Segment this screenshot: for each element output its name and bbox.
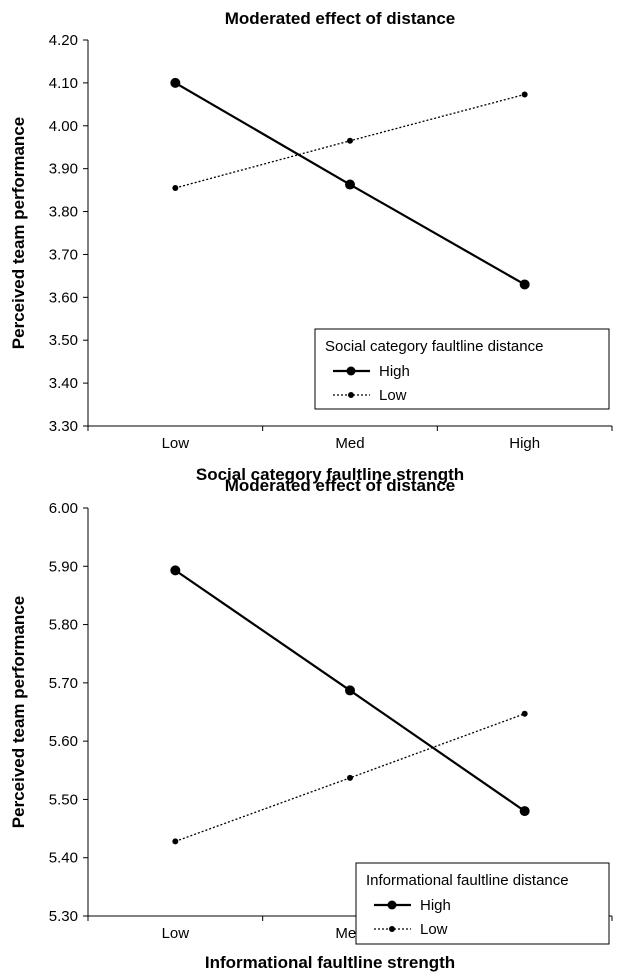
y-axis-label: Perceived team performance bbox=[9, 117, 28, 349]
y-tick-label: 5.90 bbox=[49, 558, 78, 575]
data-point-high bbox=[345, 179, 355, 190]
y-tick-label: 3.70 bbox=[49, 246, 78, 263]
data-point-low bbox=[347, 774, 353, 781]
legend-title: Social category faultline distance bbox=[325, 338, 543, 355]
legend-box bbox=[355, 862, 610, 945]
legend-swatch-marker bbox=[348, 392, 354, 398]
legend-box bbox=[314, 328, 610, 410]
y-tick-label: 3.40 bbox=[49, 375, 78, 392]
y-tick-label: 5.40 bbox=[49, 850, 78, 867]
y-tick-label: 4.20 bbox=[49, 32, 78, 49]
y-tick-label: 3.80 bbox=[49, 204, 78, 221]
data-point-high bbox=[519, 806, 530, 817]
x-axis-label: Informational faultline strength bbox=[205, 953, 455, 972]
chart-social-category: Moderated effect of distance 3.30 3.40 3.50… bbox=[9, 9, 613, 484]
chart-title: Moderated effect of distance bbox=[225, 476, 456, 495]
y-tick-label: 5.30 bbox=[49, 908, 78, 925]
y-tick-label: 4.00 bbox=[49, 118, 78, 135]
y-tick-label: 3.30 bbox=[49, 418, 78, 435]
legend-swatch-marker bbox=[387, 900, 397, 910]
data-point-low bbox=[347, 137, 353, 144]
legend-item-low: Low bbox=[379, 387, 407, 404]
y-tick-label: 5.80 bbox=[49, 617, 78, 634]
data-point-high bbox=[345, 685, 355, 696]
data-point-high bbox=[170, 77, 181, 88]
y-tick-label: 3.90 bbox=[49, 161, 78, 178]
x-tick-label: High bbox=[509, 435, 540, 452]
data-point-low bbox=[172, 184, 179, 191]
data-point-low bbox=[521, 710, 528, 717]
data-point-high bbox=[519, 279, 530, 290]
x-tick-label: Med bbox=[335, 435, 364, 452]
chart-title: Moderated effect of distance bbox=[225, 9, 456, 28]
legend-item-low: Low bbox=[420, 921, 448, 938]
y-tick-label: 6.00 bbox=[49, 500, 78, 517]
legend-item-high: High bbox=[379, 363, 410, 380]
y-tick-label: 5.70 bbox=[49, 675, 78, 692]
legend-item-high: High bbox=[420, 897, 451, 914]
y-tick-label: 5.50 bbox=[49, 791, 78, 808]
legend-title: Informational faultline distance bbox=[366, 872, 569, 889]
x-tick-label: Low bbox=[162, 435, 190, 452]
chart-informational: Moderated effect of distance 5.30 5.40 5.50… bbox=[9, 476, 613, 972]
y-axis-label: Perceived team performance bbox=[9, 596, 28, 828]
data-point-high bbox=[170, 565, 181, 576]
data-point-low bbox=[521, 91, 528, 98]
y-tick-label: 5.60 bbox=[49, 733, 78, 750]
y-tick-label: 3.50 bbox=[49, 332, 78, 349]
legend-swatch-marker bbox=[389, 926, 395, 932]
x-tick-label: Low bbox=[162, 925, 190, 942]
x-axis-label: Social category faultline strength bbox=[196, 465, 464, 484]
legend-swatch-marker bbox=[346, 366, 356, 376]
y-tick-label: 3.60 bbox=[49, 289, 78, 306]
data-point-low bbox=[172, 838, 179, 845]
y-tick-label: 4.10 bbox=[49, 75, 78, 92]
